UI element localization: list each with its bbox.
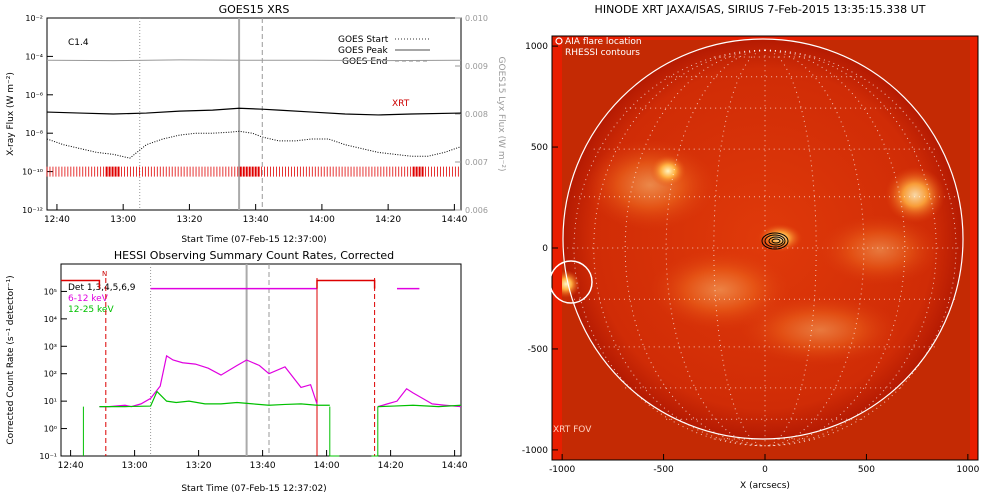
hessi-y-tick-label: 10¹: [44, 397, 57, 406]
xrt-label: XRT: [392, 99, 410, 109]
rhessi-contours: [761, 232, 789, 250]
goes-series-line: [46, 107, 462, 116]
hessi-x-tick-label: 14:20: [378, 461, 404, 471]
sun-xlabel: X (arcsecs): [740, 481, 790, 491]
sun-legend-aia: AIA flare location: [565, 37, 642, 47]
sun-y-tick-label: -1000: [522, 446, 548, 456]
legend-goes-peak: GOES Peak: [338, 46, 388, 56]
sun-grid-longitude: [665, 49, 766, 447]
hessi-green-step: [371, 406, 379, 457]
hessi-x-tick-label: 13:20: [186, 461, 212, 471]
sun-axes: -1000 -500 0 500 1000 1000 500 0 -500 -1000: [522, 42, 980, 475]
sun-grid-longitude: [573, 49, 766, 447]
hessi-series-line: [377, 404, 462, 408]
goes-x-tick-label: 12:40: [44, 215, 70, 225]
sun-grid-longitude: [764, 49, 906, 447]
goes-y-tick-label: 10⁻¹⁰: [22, 168, 43, 177]
hessi-series-line: [377, 387, 462, 408]
hessi-x-tick-label: 14:00: [314, 461, 340, 471]
goes-y-tick-label: 10⁻¹²: [22, 206, 43, 215]
hessi-green-step: [329, 406, 340, 457]
sun-grid-longitude: [764, 49, 957, 447]
sun-x-tick-label: 1000: [956, 465, 979, 475]
sun-grid-longitude: [624, 49, 766, 447]
hessi-marks: 12:40 13:00 13:20 13:40 14:00 14:20 14:40 10⁵ 10…: [39, 264, 468, 471]
sun-x-tick-label: -500: [653, 465, 674, 475]
sun-legend: AIA flare location RHESSI contours: [555, 37, 642, 58]
goes-x-tick-label: 14:20: [375, 215, 401, 225]
hessi-ylabel: Corrected Count Rate (s⁻¹ detector⁻¹): [6, 275, 16, 444]
goes-yr-tick-label: 0.008: [465, 110, 488, 119]
goes-yr-tick-label: 0.006: [465, 206, 488, 215]
sun-x-tick-label: -1000: [549, 465, 575, 475]
hessi-x-tick-label: 13:40: [250, 461, 276, 471]
hessi-y-tick-label: 10³: [44, 342, 57, 351]
hessi-state-bar: [316, 279, 376, 289]
legend-goes-start: GOES Start: [338, 35, 389, 45]
goes-yr-tick-label: 0.010: [465, 14, 488, 23]
hessi-y-tick-label: 10⁻¹: [39, 452, 57, 461]
hessi-legend-12-25: 12-25 keV: [68, 305, 114, 315]
sun-panel: AIA flare location RHESSI contours XRT F…: [522, 3, 980, 491]
xrt-fov-label: XRT FOV: [553, 425, 592, 435]
sun-x-tick-label: 500: [858, 465, 875, 475]
goes-ylabel: X-ray Flux (W m⁻²): [6, 72, 16, 156]
hessi-title: HESSI Observing Summary Count Rates, Cor…: [114, 249, 394, 262]
goes-x-tick-label: 13:40: [243, 215, 269, 225]
aia-flare-circle: [549, 260, 593, 304]
aia-flare-icon: [555, 37, 563, 45]
goes-marks: 12:40 13:00 13:20 13:40 14:00 14:20 14:40 10⁻² 1…: [22, 14, 488, 225]
goes-y-tick-label: 10⁻²: [25, 14, 43, 23]
sun-grid-longitude: [764, 49, 937, 447]
sun-y-tick-label: 500: [531, 143, 548, 153]
goes-x-tick-label: 13:00: [110, 215, 136, 225]
goes-x-tick-label: 14:40: [441, 215, 467, 225]
goes-ylabel-right: GOES15 Lyx Flux (W m⁻²): [496, 57, 506, 172]
goes-x-tick-label: 13:20: [176, 215, 202, 225]
hessi-legend-6-12: 6-12 keV: [68, 294, 109, 304]
goes-x-tick-label: 14:00: [309, 215, 335, 225]
goes-panel: GOES15 XRS C1.4 GOES Start GOES Peak GOE…: [6, 3, 506, 245]
sun-x-tick-label: 0: [762, 465, 768, 475]
hessi-x-tick-label: 14:40: [442, 461, 468, 471]
goes-y-tick-label: 10⁻⁴: [25, 52, 43, 61]
goes-yr-tick-label: 0.007: [465, 158, 488, 167]
solar-limb: [562, 38, 964, 440]
hessi-marker-letter: N: [102, 270, 107, 278]
hessi-series-line: [99, 390, 330, 408]
goes-title: GOES15 XRS: [219, 3, 290, 16]
goes-xlabel: Start Time (07-Feb-15 12:37:00): [181, 235, 326, 245]
sun-grid-longitude: [713, 49, 766, 447]
sun-y-tick-label: 1000: [525, 42, 548, 52]
hessi-y-tick-label: 10⁴: [44, 315, 57, 324]
goes-flare-class: C1.4: [68, 38, 89, 48]
hessi-legend-det: Det 1,3,4,5,6,9: [68, 283, 136, 293]
goes-yr-tick-label: 0.009: [465, 62, 488, 71]
hessi-x-tick-label: 12:40: [58, 461, 84, 471]
sun-title: HINODE XRT JAXA/ISAS, SIRIUS 7-Feb-2015 …: [595, 3, 926, 16]
hessi-y-tick-label: 10⁰: [44, 425, 57, 434]
hessi-xlabel: Start Time (07-Feb-15 12:37:02): [181, 484, 326, 494]
goes-series-line: [46, 59, 462, 62]
legend-goes-end: GOES End: [342, 57, 387, 67]
hessi-x-tick-label: 13:00: [122, 461, 148, 471]
sun-y-tick-label: -500: [528, 345, 549, 355]
hessi-state-bar: [61, 279, 101, 289]
hessi-y-tick-label: 10²: [44, 370, 57, 379]
sun-y-tick-label: 0: [542, 244, 548, 254]
hessi-series-line: [99, 354, 318, 408]
sun-grid: [567, 49, 963, 447]
hessi-panel: HESSI Observing Summary Count Rates, Cor…: [6, 249, 468, 494]
sun-grid-longitude: [764, 49, 865, 447]
sun-grid-longitude: [764, 49, 817, 447]
goes-legend: GOES Start GOES Peak GOES End: [338, 35, 430, 67]
hessi-y-tick-label: 10⁵: [44, 287, 57, 296]
sun-grid-longitude: [593, 49, 766, 447]
goes-y-tick-label: 10⁻⁸: [25, 129, 43, 138]
goes-y-tick-label: 10⁻⁶: [25, 91, 43, 100]
sun-legend-rhessi: RHESSI contours: [565, 48, 640, 58]
